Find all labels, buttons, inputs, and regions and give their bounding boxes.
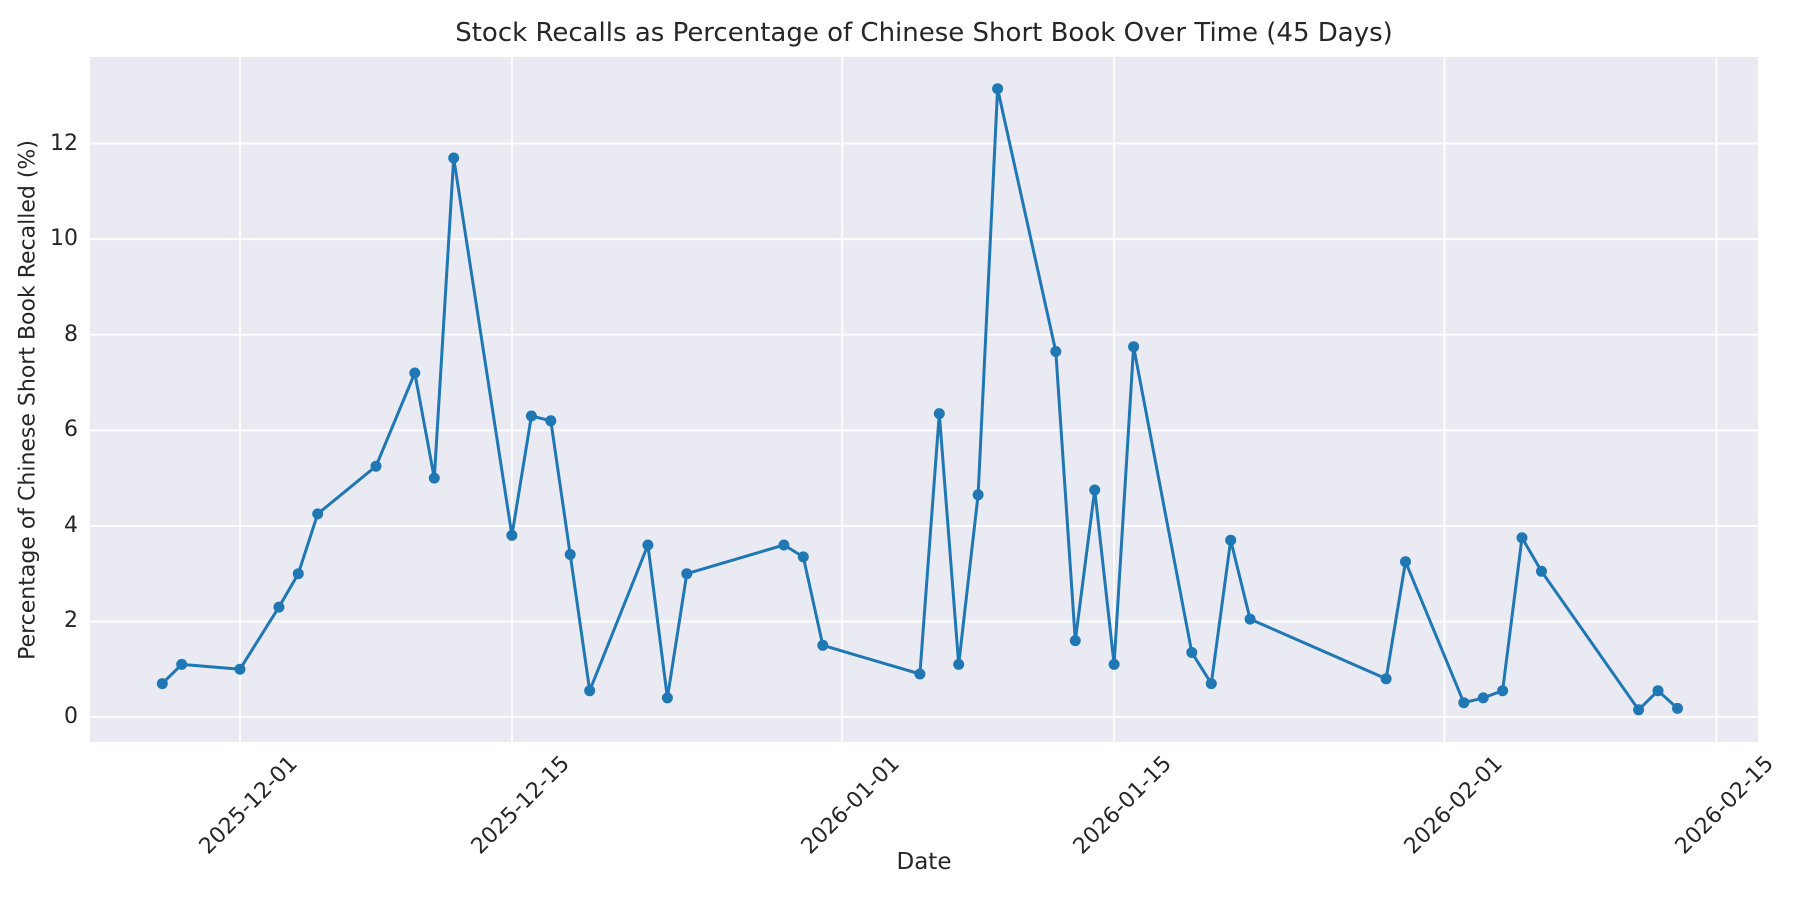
x-axis-label: Date — [896, 849, 952, 875]
data-point-marker — [1186, 647, 1198, 658]
data-point-marker — [234, 663, 246, 675]
y-tick-label: 0 — [64, 704, 78, 729]
y-tick-label: 8 — [64, 321, 78, 347]
data-point-marker — [506, 529, 518, 541]
data-point-marker — [1633, 704, 1645, 716]
data-point-marker — [914, 668, 926, 680]
data-point-marker — [681, 568, 693, 580]
data-point-marker — [1672, 702, 1683, 714]
data-point-marker — [1128, 341, 1140, 353]
y-tick-label: 10 — [50, 226, 78, 252]
y-tick-label: 12 — [50, 130, 78, 156]
data-point-marker — [1380, 673, 1392, 685]
data-point-marker — [156, 678, 168, 690]
data-point-marker — [661, 692, 673, 704]
data-point-marker — [1458, 697, 1470, 709]
data-point-marker — [1225, 534, 1237, 546]
data-point-marker — [448, 152, 460, 164]
data-point-marker — [1497, 685, 1509, 697]
data-point-marker — [409, 367, 421, 379]
data-point-marker — [1400, 556, 1411, 568]
data-point-marker — [312, 508, 324, 520]
data-point-marker — [273, 601, 285, 613]
data-point-marker — [1477, 692, 1489, 704]
data-point-marker — [1244, 613, 1256, 625]
data-point-marker — [292, 568, 304, 580]
y-tick-label: 6 — [64, 417, 78, 443]
data-point-marker — [1108, 658, 1120, 670]
data-point-marker — [525, 410, 537, 422]
data-point-marker — [428, 472, 440, 484]
data-point-marker — [1089, 484, 1101, 496]
data-point-marker — [992, 83, 1004, 95]
data-point-marker — [370, 460, 382, 472]
data-point-marker — [817, 639, 829, 651]
data-point-marker — [797, 551, 809, 563]
data-point-marker — [545, 415, 557, 427]
data-point-marker — [584, 685, 596, 697]
data-point-marker — [953, 658, 965, 670]
data-point-marker — [1516, 532, 1528, 544]
data-point-marker — [1069, 635, 1081, 647]
data-point-marker — [1050, 346, 1062, 357]
data-point-marker — [972, 489, 984, 501]
y-tick-label: 2 — [64, 608, 78, 634]
data-point-marker — [1536, 565, 1547, 577]
data-point-marker — [176, 658, 188, 670]
data-point-marker — [778, 539, 790, 551]
data-point-marker — [933, 408, 945, 420]
chart-title: Stock Recalls as Percentage of Chinese S… — [455, 18, 1393, 48]
data-point-marker — [1652, 685, 1664, 697]
data-point-marker — [642, 539, 654, 551]
data-point-marker — [1205, 678, 1217, 690]
y-tick-label: 4 — [64, 512, 78, 538]
data-point-marker — [564, 549, 576, 560]
